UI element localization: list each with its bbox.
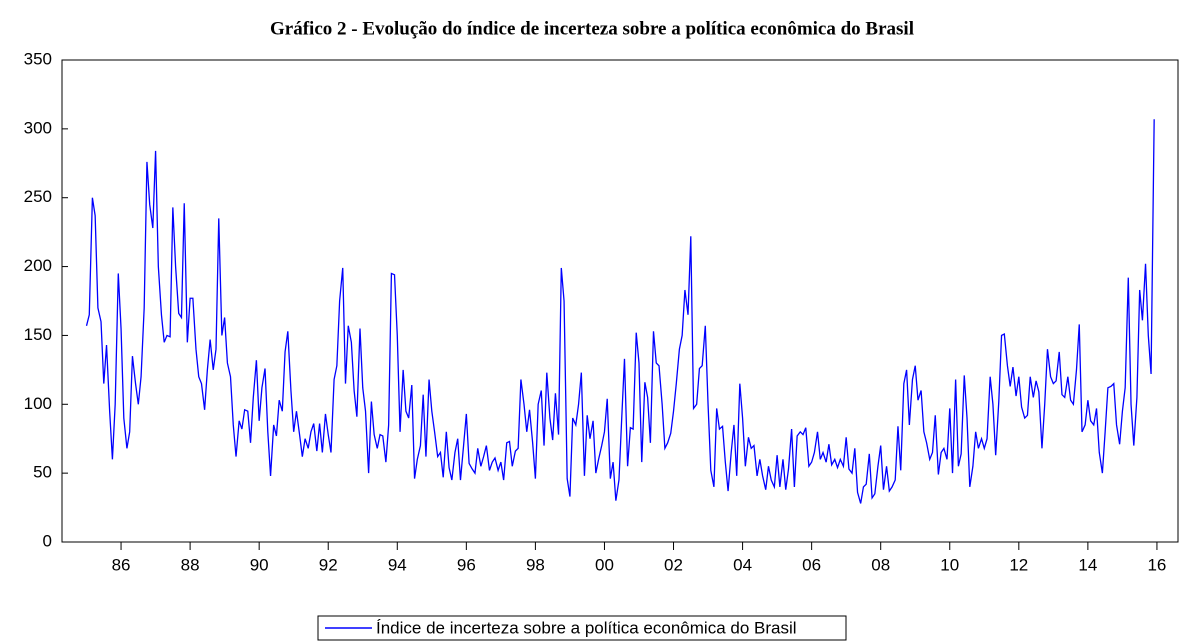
x-tick-label: 00	[595, 555, 614, 574]
x-tick-label: 04	[733, 555, 752, 574]
y-tick-label: 350	[24, 49, 52, 68]
legend-box	[317, 615, 847, 641]
y-tick-label: 300	[24, 118, 52, 137]
x-tick-label: 02	[664, 555, 683, 574]
y-tick-label: 250	[24, 187, 52, 206]
y-tick-label: 50	[33, 463, 52, 482]
x-tick-label: 12	[1009, 555, 1028, 574]
series-line	[85, 119, 1155, 504]
x-tick-label: 86	[112, 555, 131, 574]
y-tick-label: 0	[43, 531, 52, 550]
x-tick-label: 88	[181, 555, 200, 574]
y-tick-label: 150	[24, 325, 52, 344]
x-tick-label: 90	[250, 555, 269, 574]
y-tick-label: 100	[24, 394, 52, 413]
y-tick-label: 200	[24, 256, 52, 275]
x-tick-label: 10	[940, 555, 959, 574]
plot-frame	[61, 59, 1179, 543]
legend-label: Índice de incerteza sobre a política eco…	[376, 618, 797, 637]
x-tick-label: 96	[457, 555, 476, 574]
x-tick-label: 08	[871, 555, 890, 574]
x-tick-label: 16	[1147, 555, 1166, 574]
x-tick-label: 06	[802, 555, 821, 574]
x-tick-label: 14	[1078, 555, 1097, 574]
x-tick-label: 94	[388, 555, 407, 574]
chart-title: Gráfico 2 - Evolução do índice de incert…	[270, 18, 914, 39]
x-tick-label: 92	[319, 555, 338, 574]
x-tick-label: 98	[526, 555, 545, 574]
